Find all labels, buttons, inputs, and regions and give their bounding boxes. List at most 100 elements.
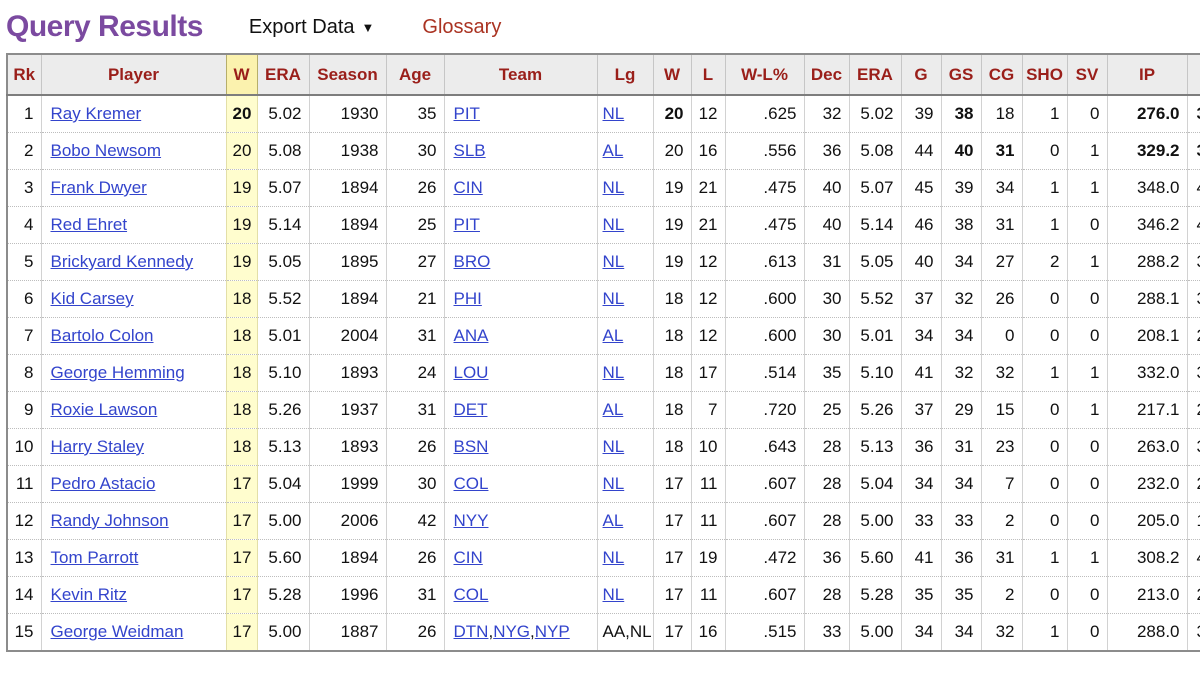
- team-link[interactable]: SLB: [453, 141, 486, 160]
- cell-era: 5.00: [256, 613, 309, 652]
- team-link[interactable]: DET: [453, 400, 488, 419]
- player-link[interactable]: Tom Parrott: [50, 548, 139, 567]
- league-link[interactable]: NL: [602, 252, 625, 271]
- league-link[interactable]: AL: [602, 511, 624, 530]
- cell-player: Tom Parrott: [40, 539, 226, 577]
- league-link[interactable]: NL: [602, 215, 625, 234]
- player-link[interactable]: Brickyard Kennedy: [50, 252, 194, 271]
- cell-wl_pct: .556: [724, 132, 804, 170]
- team-link[interactable]: PHI: [453, 289, 482, 308]
- player-link[interactable]: Roxie Lawson: [50, 400, 158, 419]
- column-header-sho[interactable]: SHO: [1021, 54, 1067, 96]
- team-link[interactable]: NYP: [534, 622, 570, 641]
- team-link[interactable]: PIT: [453, 215, 480, 234]
- league-link[interactable]: NL: [602, 437, 625, 456]
- cell-player: Harry Staley: [40, 428, 226, 466]
- team-link[interactable]: BSN: [453, 437, 489, 456]
- cell-gs: 36: [940, 539, 981, 577]
- column-header-cg[interactable]: CG: [980, 54, 1022, 96]
- player-link[interactable]: Pedro Astacio: [50, 474, 156, 493]
- cell-sv: 0: [1066, 428, 1107, 466]
- team-link[interactable]: BRO: [453, 252, 491, 271]
- table-row: 1 Ray Kremer 20 5.02 1930 35 PIT NL 20 12.625 32 5.…: [6, 95, 1200, 133]
- column-header-lg[interactable]: Lg: [596, 54, 653, 96]
- cell-age: 24: [385, 354, 444, 392]
- column-header-sv[interactable]: SV: [1066, 54, 1107, 96]
- league-link[interactable]: AL: [602, 400, 624, 419]
- player-link[interactable]: Randy Johnson: [50, 511, 169, 530]
- column-header-era[interactable]: ERA: [256, 54, 309, 96]
- cell-age: 42: [385, 502, 444, 540]
- cell-w: 20: [225, 95, 258, 133]
- league-link[interactable]: NL: [602, 104, 625, 123]
- cell-sv: 0: [1066, 95, 1107, 133]
- column-header-era2[interactable]: ERA: [848, 54, 901, 96]
- column-header-player[interactable]: Player: [40, 54, 226, 96]
- team-link[interactable]: DTN: [453, 622, 489, 641]
- cell-lg: NL: [596, 539, 653, 577]
- league-link[interactable]: NL: [602, 474, 625, 493]
- league-link[interactable]: AL: [602, 326, 624, 345]
- cell-cg: 32: [980, 613, 1022, 652]
- column-header-w[interactable]: W: [225, 54, 258, 96]
- glossary-link[interactable]: Glossary: [422, 15, 502, 38]
- team-link[interactable]: NYY: [453, 511, 489, 530]
- column-header-w2[interactable]: W: [652, 54, 691, 96]
- league-link[interactable]: NL: [602, 363, 625, 382]
- cell-era2: 5.07: [848, 169, 901, 207]
- league-link[interactable]: AL: [602, 141, 624, 160]
- team-link[interactable]: COL: [453, 474, 489, 493]
- cell-lg: NL: [596, 243, 653, 281]
- cell-era2: 5.05: [848, 243, 901, 281]
- league-link[interactable]: NL: [602, 178, 625, 197]
- team-link[interactable]: NYG: [493, 622, 531, 641]
- team-link[interactable]: LOU: [453, 363, 489, 382]
- column-header-wl_pct[interactable]: W-L%: [724, 54, 804, 96]
- player-link[interactable]: Bartolo Colon: [50, 326, 154, 345]
- column-header-dec[interactable]: Dec: [803, 54, 849, 96]
- cell-sho: 0: [1021, 132, 1067, 170]
- team-link[interactable]: CIN: [453, 178, 483, 197]
- team-link[interactable]: COL: [453, 585, 489, 604]
- column-header-rk[interactable]: Rk: [6, 54, 41, 96]
- cell-age: 27: [385, 243, 444, 281]
- league-link[interactable]: NL: [602, 289, 625, 308]
- cell-w: 17: [225, 613, 258, 652]
- player-link[interactable]: George Hemming: [50, 363, 185, 382]
- cell-h: 3: [1186, 354, 1200, 392]
- league-link[interactable]: NL: [602, 548, 625, 567]
- cell-l: 12: [690, 95, 725, 133]
- column-header-ip[interactable]: IP: [1106, 54, 1187, 96]
- player-link[interactable]: Frank Dwyer: [50, 178, 147, 197]
- player-link[interactable]: Ray Kremer: [50, 104, 142, 123]
- column-header-age[interactable]: Age: [385, 54, 444, 96]
- player-link[interactable]: Bobo Newsom: [50, 141, 162, 160]
- column-header-l[interactable]: L: [690, 54, 725, 96]
- cell-w: 18: [225, 391, 258, 429]
- cell-era2: 5.04: [848, 465, 901, 503]
- cell-cg: 7: [980, 465, 1022, 503]
- column-header-gs[interactable]: GS: [940, 54, 981, 96]
- cell-team: SLB: [443, 132, 597, 170]
- column-header-team[interactable]: Team: [443, 54, 597, 96]
- cell-lg: NL: [596, 576, 653, 614]
- column-header-g[interactable]: G: [900, 54, 941, 96]
- team-link[interactable]: CIN: [453, 548, 483, 567]
- team-link[interactable]: ANA: [453, 326, 489, 345]
- league-link[interactable]: NL: [602, 585, 625, 604]
- player-link[interactable]: Kevin Ritz: [50, 585, 128, 604]
- cell-w: 17: [225, 539, 258, 577]
- cell-rk: 12: [6, 502, 41, 540]
- cell-dec: 33: [803, 613, 849, 652]
- column-header-season[interactable]: Season: [308, 54, 386, 96]
- cell-gs: 35: [940, 576, 981, 614]
- player-link[interactable]: Kid Carsey: [50, 289, 134, 308]
- export-data-button[interactable]: Export Data ▼: [249, 16, 374, 39]
- cell-age: 26: [385, 613, 444, 652]
- cell-era2: 5.26: [848, 391, 901, 429]
- player-link[interactable]: George Weidman: [50, 622, 184, 641]
- cell-era2: 5.28: [848, 576, 901, 614]
- player-link[interactable]: Red Ehret: [50, 215, 128, 234]
- team-link[interactable]: PIT: [453, 104, 480, 123]
- player-link[interactable]: Harry Staley: [50, 437, 145, 456]
